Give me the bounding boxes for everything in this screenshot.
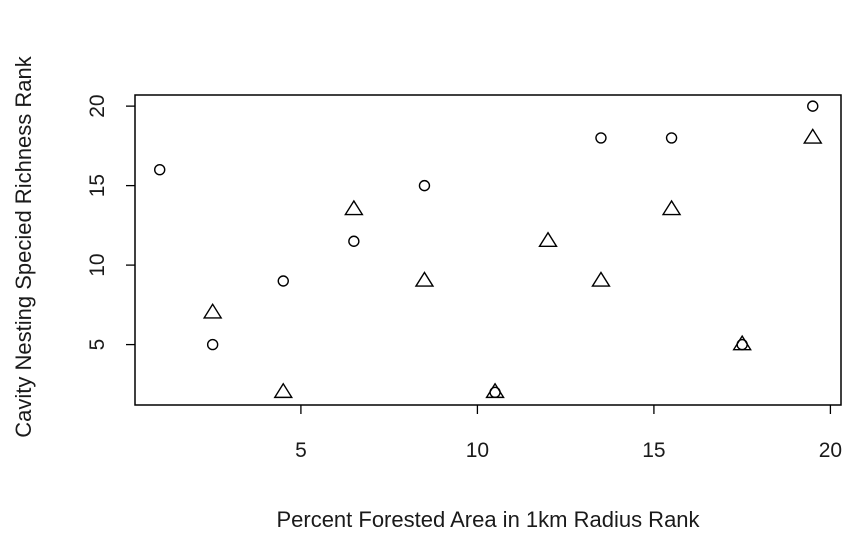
triangle-point (202, 302, 223, 319)
x-tick-label: 15 (642, 439, 665, 462)
x-tick-label: 20 (819, 439, 842, 462)
y-tick-label: 15 (86, 174, 109, 197)
circle-point (595, 132, 607, 144)
circle-point (348, 235, 360, 247)
circle-point (277, 275, 289, 287)
circle-point (807, 100, 819, 112)
circle-point (418, 179, 431, 192)
y-tick-label: 10 (86, 253, 109, 276)
triangle-point (414, 271, 435, 287)
plot-frame (134, 94, 842, 406)
triangle-point (591, 271, 611, 287)
plot-points (154, 100, 823, 399)
x-axis: 5 10 15 20 (295, 405, 842, 462)
y-tick-label: 20 (86, 94, 109, 117)
x-axis-title: Percent Forested Area in 1km Radius Rank (276, 507, 700, 532)
circle-point (665, 132, 678, 144)
triangle-point (485, 382, 505, 399)
x-tick-label: 10 (466, 439, 489, 462)
y-tick-label: 5 (86, 339, 109, 351)
triangle-point (273, 382, 294, 399)
y-axis-title: Cavity Nesting Specied Richness Rank (11, 55, 36, 438)
triangle-point (538, 231, 558, 248)
circle-point (206, 338, 219, 351)
x-tick-label: 5 (295, 439, 307, 462)
triangle-point (732, 334, 752, 351)
circle-point (154, 164, 166, 176)
y-axis: 5 10 15 20 (86, 94, 135, 350)
triangle-point (661, 199, 682, 216)
triangle-point (344, 199, 364, 216)
triangle-point (802, 128, 823, 144)
